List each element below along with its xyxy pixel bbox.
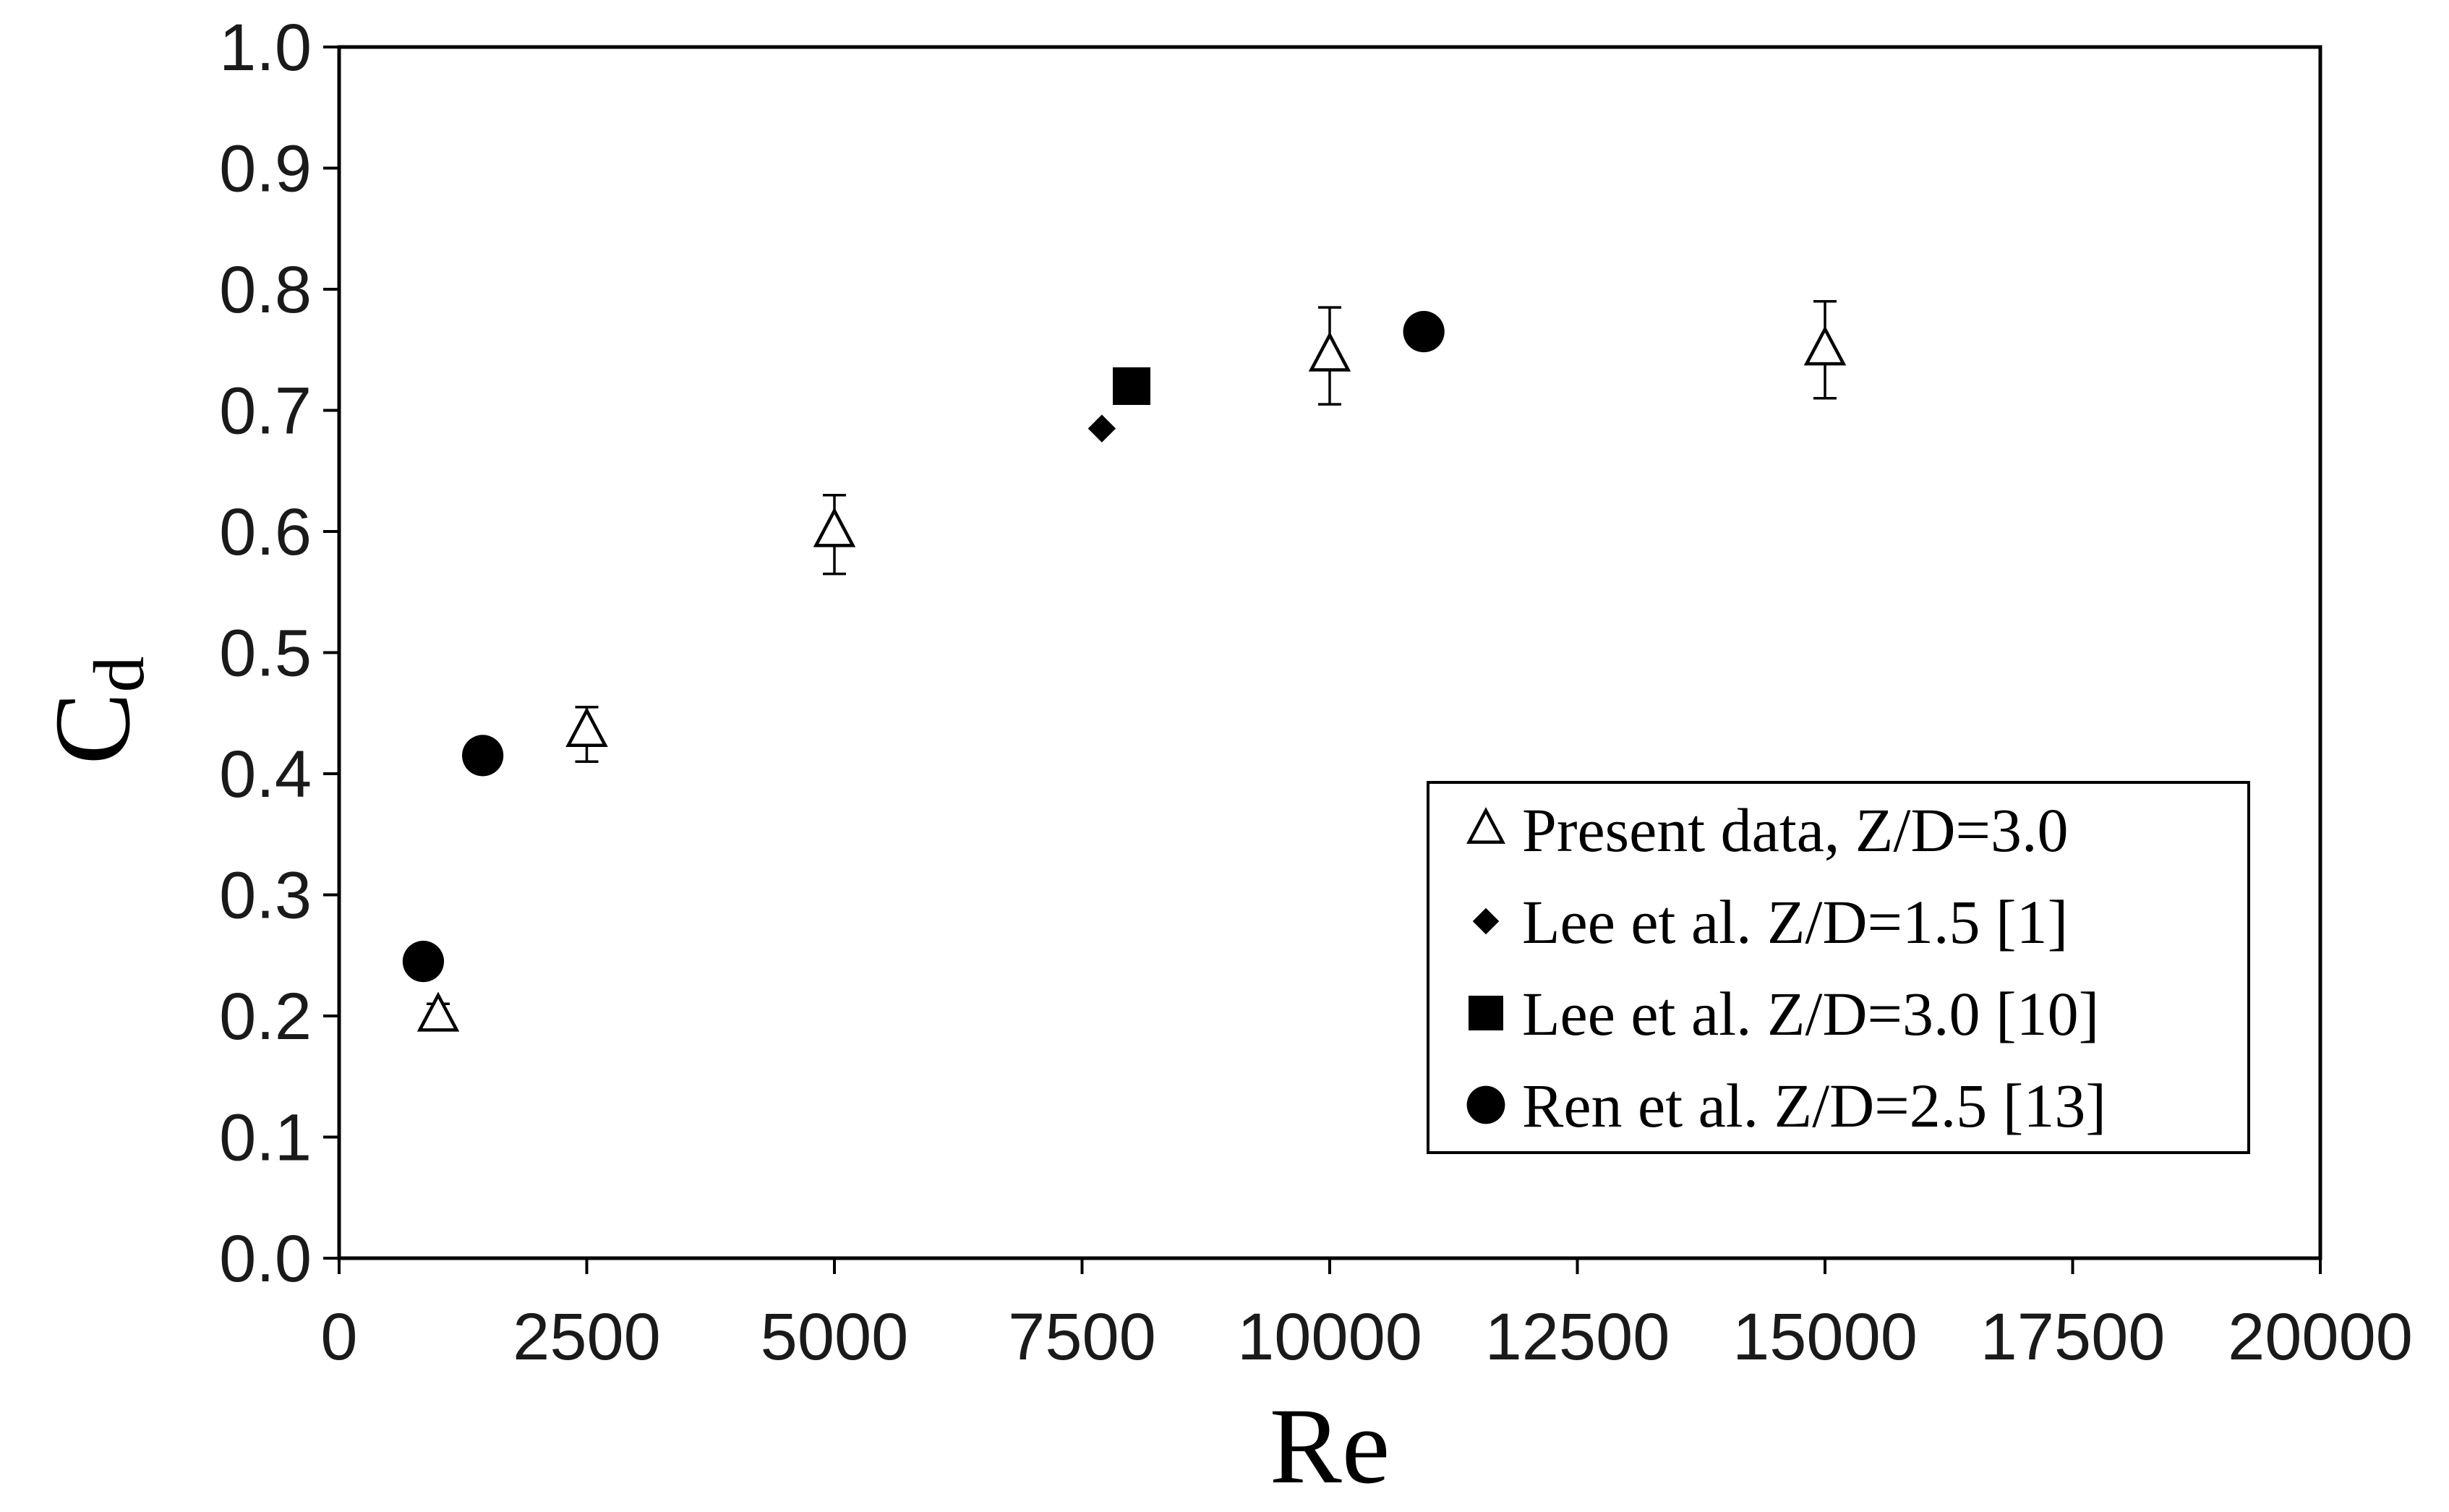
y-tick-label: 0.1 bbox=[219, 1101, 312, 1175]
data-point bbox=[402, 941, 445, 983]
triangle-marker bbox=[565, 706, 608, 748]
y-axis-title: Cd bbox=[33, 656, 159, 764]
legend-label: Ren et al. Z/D=2.5 [13] bbox=[1522, 1071, 2106, 1140]
x-tick-label: 10000 bbox=[1237, 1300, 1422, 1374]
square-marker bbox=[1469, 996, 1503, 1030]
legend-label: Lee et al. Z/D=3.0 [10] bbox=[1522, 979, 2099, 1048]
data-point bbox=[1087, 414, 1116, 443]
x-tick-label: 7500 bbox=[1008, 1300, 1156, 1374]
legend-item: Present data, Z/D=3.0 bbox=[1466, 795, 2068, 865]
legend-box bbox=[1427, 781, 2250, 1154]
x-tick-label: 20000 bbox=[2228, 1300, 2413, 1374]
y-tick-label: 1.0 bbox=[219, 11, 312, 85]
y-axis-title-subscript: d bbox=[79, 656, 159, 692]
circle-marker bbox=[462, 735, 504, 777]
legend-item: Lee et al. Z/D=1.5 [1] bbox=[1472, 887, 2068, 957]
triangle-marker bbox=[1466, 807, 1505, 844]
x-tick-label: 5000 bbox=[761, 1300, 909, 1374]
x-axis: 0 2500 5000 7500 10000 12500 15000 17500 20000 bbox=[320, 1258, 2413, 1374]
legend-item: Lee et al. Z/D=3.0 [10] bbox=[1469, 979, 2099, 1048]
y-tick-label: 0.2 bbox=[219, 980, 312, 1054]
data-point bbox=[565, 706, 608, 763]
data-point bbox=[416, 991, 460, 1032]
circle-marker bbox=[402, 941, 445, 983]
triangle-marker bbox=[1803, 325, 1847, 366]
y-axis: 0.0 0.1 0.2 0.3 0.4 0.5 0.6 0.7 0.8 0.9 1.0 bbox=[219, 11, 339, 1296]
x-axis-title: Re bbox=[1270, 1386, 1390, 1506]
legend-item: Ren et al. Z/D=2.5 [13] bbox=[1466, 1071, 2106, 1140]
y-tick-label: 0.9 bbox=[219, 132, 312, 206]
diamond-marker bbox=[1087, 414, 1116, 443]
y-tick-label: 0.7 bbox=[219, 375, 312, 448]
circle-marker bbox=[1403, 311, 1445, 353]
data-point bbox=[462, 735, 504, 777]
x-tick-label: 2500 bbox=[513, 1300, 661, 1374]
x-tick-label: 17500 bbox=[1980, 1300, 2166, 1374]
y-tick-label: 0.3 bbox=[219, 859, 312, 933]
triangle-marker bbox=[813, 507, 856, 547]
y-tick-label: 0.5 bbox=[219, 617, 312, 691]
x-tick-label: 0 bbox=[320, 1300, 357, 1374]
data-point bbox=[1803, 300, 1847, 400]
y-tick-label: 0.6 bbox=[219, 495, 312, 569]
square-marker bbox=[1113, 367, 1150, 405]
legend-label: Lee et al. Z/D=1.5 [1] bbox=[1522, 887, 2068, 957]
data-point bbox=[1113, 367, 1150, 405]
y-tick-label: 0.8 bbox=[219, 253, 312, 327]
triangle-marker bbox=[1308, 331, 1351, 372]
data-point bbox=[1308, 306, 1351, 406]
y-axis-title-main: C bbox=[33, 692, 153, 764]
x-tick-label: 15000 bbox=[1732, 1300, 1918, 1374]
svg-text:Cd: Cd bbox=[33, 656, 159, 764]
data-point bbox=[1403, 311, 1445, 353]
triangle-marker bbox=[416, 991, 460, 1032]
legend-label: Present data, Z/D=3.0 bbox=[1522, 795, 2068, 865]
diamond-marker bbox=[1472, 907, 1500, 935]
data-points bbox=[402, 300, 1847, 1032]
circle-marker bbox=[1466, 1085, 1505, 1124]
legend: Present data, Z/D=3.0 Lee et al. Z/D=1.5 … bbox=[1427, 781, 2250, 1154]
data-point bbox=[813, 494, 856, 576]
y-tick-label: 0.0 bbox=[219, 1222, 312, 1296]
y-tick-label: 0.4 bbox=[219, 738, 312, 811]
x-tick-label: 12500 bbox=[1485, 1300, 1670, 1374]
